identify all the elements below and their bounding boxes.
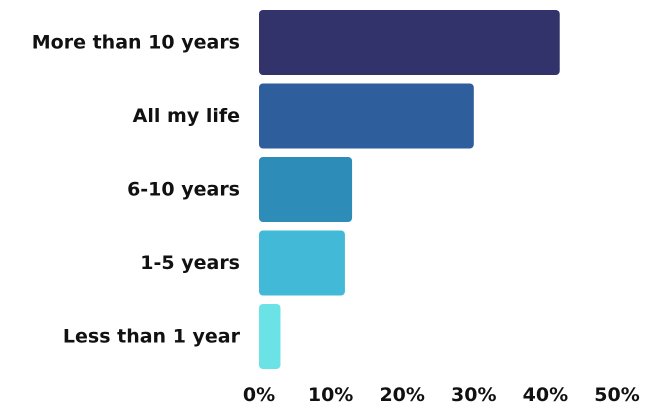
bar-all-my-life <box>259 83 474 149</box>
x-tick-label: 10% <box>308 384 353 406</box>
bar-6-10-years <box>259 157 353 222</box>
bar-more-than-10-years <box>259 10 560 75</box>
category-label: 6-10 years <box>127 179 240 201</box>
category-labels: More than 10 years All my life 6-10 years 1… <box>32 32 241 348</box>
category-label: All my life <box>133 105 240 127</box>
x-tick-label: 20% <box>379 384 424 406</box>
x-tick-label: 30% <box>451 384 496 406</box>
x-tick-label: 0% <box>243 384 275 406</box>
category-label: 1-5 years <box>140 252 240 274</box>
bar-less-than-1-year <box>259 304 281 369</box>
x-axis-tick-labels: 0% 10% 20% 30% 40% 50% <box>243 384 640 406</box>
x-tick-label: 50% <box>594 384 639 406</box>
category-label: More than 10 years <box>32 32 240 54</box>
x-tick-label: 40% <box>523 384 568 406</box>
category-label: Less than 1 year <box>63 326 241 348</box>
bar-1-5-years <box>259 230 345 296</box>
bars <box>259 10 560 369</box>
